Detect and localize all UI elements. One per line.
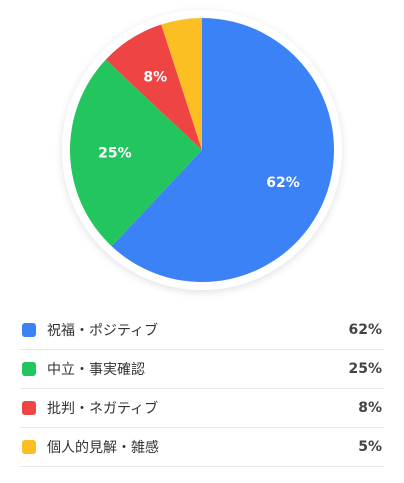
legend-label: 中立・事実確認 (47, 362, 145, 378)
pie-slice-opinion (161, 18, 202, 150)
legend-swatch (22, 440, 36, 454)
slice-label-neutral: 25% (98, 146, 132, 162)
legend-label: 批判・ネガティブ (47, 401, 159, 417)
legend-item-positive: 祝福・ポジティブ 62% (20, 311, 384, 350)
slice-label-negative: 8% (143, 69, 167, 85)
legend-swatch (22, 323, 36, 337)
legend-item-opinion: 個人的見解・雑感 5% (20, 428, 384, 467)
legend-value: 25% (348, 361, 382, 377)
legend-value: 8% (358, 400, 382, 416)
pie-svg: 62% 25% 8% (62, 10, 342, 290)
pie-slice-neutral (70, 59, 202, 247)
pie-slice-negative (105, 24, 202, 150)
pie-chart: 62% 25% 8% (62, 10, 342, 290)
legend-label: 個人的見解・雑感 (47, 440, 159, 456)
slice-label-positive: 62% (266, 175, 300, 191)
legend-item-neutral: 中立・事実確認 25% (20, 350, 384, 389)
legend-swatch (22, 362, 36, 376)
pie-slice-labels: 62% 25% 8% (98, 69, 300, 191)
legend-swatch (22, 401, 36, 415)
legend: 祝福・ポジティブ 62% 中立・事実確認 25% 批判・ネガティブ 8% 個人的… (20, 311, 384, 467)
pie-slices (70, 18, 335, 282)
legend-item-negative: 批判・ネガティブ 8% (20, 389, 384, 428)
pie-slice-positive (111, 18, 335, 282)
legend-value: 62% (348, 322, 382, 338)
legend-label: 祝福・ポジティブ (47, 323, 159, 339)
legend-value: 5% (358, 439, 382, 455)
